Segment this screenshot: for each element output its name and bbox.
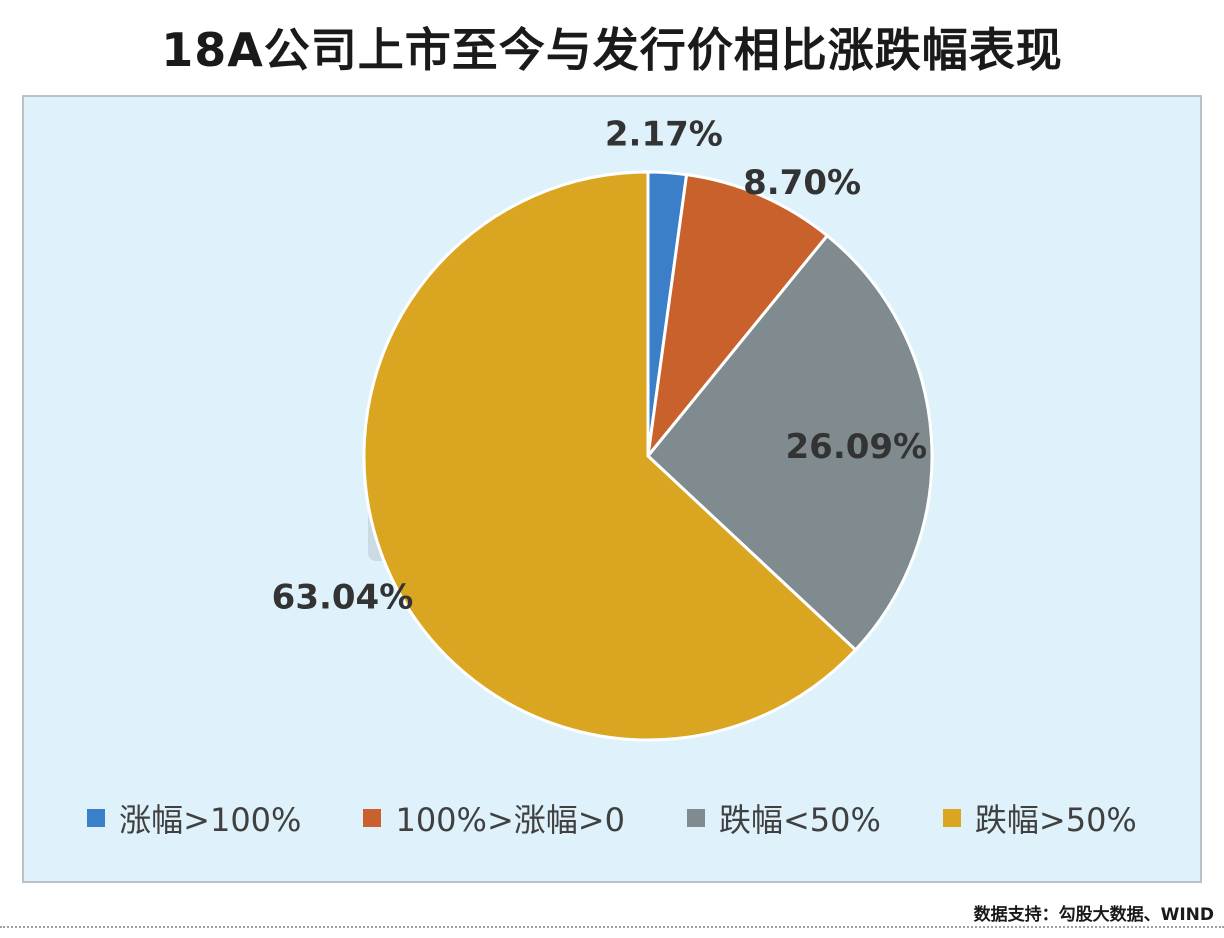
pie-slice-2: [645, 172, 830, 462]
data-label-3: 26.09%: [786, 427, 928, 467]
chart-title: 18A公司上市至今与发行价相比涨跌幅表现: [161, 23, 1063, 77]
legend-item-1: 涨幅>100%: [87, 795, 301, 841]
legend: 涨幅>100% 100%>涨幅>0 跌幅<50% 跌幅>50%: [0, 795, 1224, 841]
legend-swatch: [87, 809, 106, 827]
legend-label: 涨幅>100%: [119, 801, 302, 839]
pie-slice-3: [645, 233, 934, 653]
legend-label: 跌幅>50%: [974, 801, 1137, 839]
legend-item-4: 跌幅>50%: [942, 795, 1137, 841]
pie-slice-4: [362, 170, 858, 742]
data-label-2: 8.70%: [743, 163, 861, 203]
legend-label: 100%>涨幅>0: [395, 801, 625, 839]
footer-divider: [0, 926, 1224, 928]
legend-swatch: [686, 809, 705, 827]
data-label-4: 63.04%: [272, 578, 414, 618]
data-label-1: 2.17%: [605, 114, 723, 154]
legend-label: 跌幅<50%: [718, 801, 881, 839]
data-source: 数据支持：勾股大数据、WIND: [973, 905, 1214, 925]
legend-item-2: 100%>涨幅>0: [363, 795, 625, 841]
legend-swatch: [942, 809, 961, 827]
legend-swatch: [363, 809, 382, 827]
legend-item-3: 跌幅<50%: [686, 795, 881, 841]
